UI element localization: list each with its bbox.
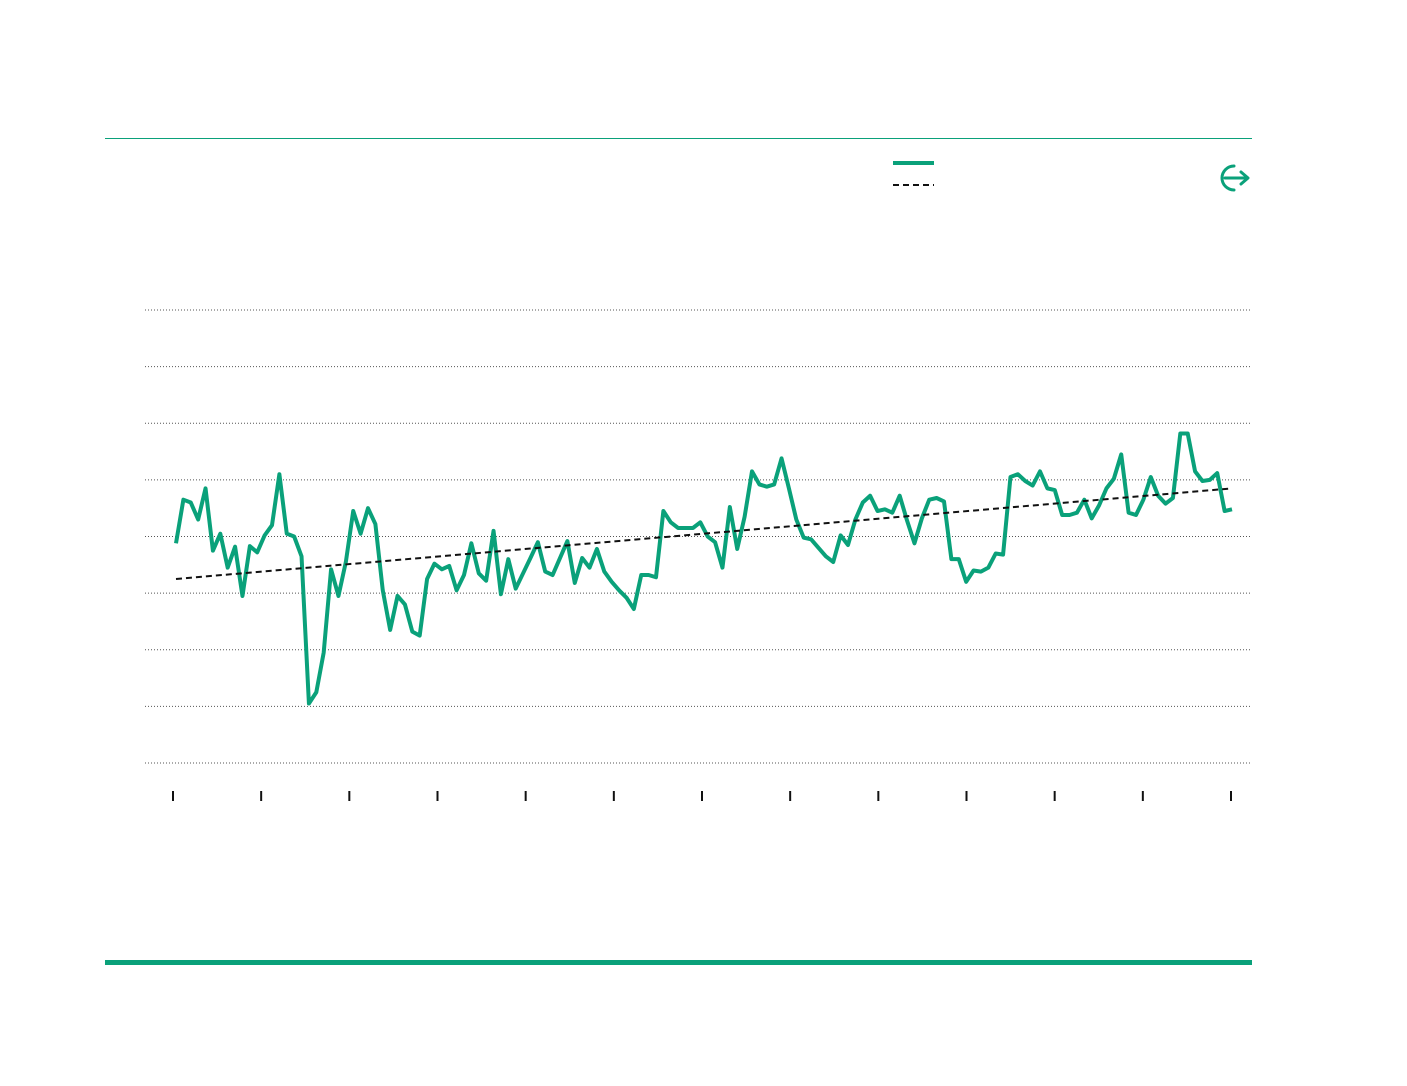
- export-button[interactable]: [1212, 160, 1252, 194]
- legend-swatches: [893, 161, 934, 186]
- series-layer: [174, 431, 1233, 706]
- legend: [893, 158, 953, 190]
- export-icon: [1220, 164, 1250, 192]
- gridlines: [145, 309, 1252, 764]
- bottom-rule: [105, 960, 1252, 965]
- data-series-line: [174, 431, 1233, 706]
- trend-line: [175, 487, 1233, 580]
- x-axis-ticks: [172, 791, 1232, 801]
- top-rule: [105, 138, 1252, 139]
